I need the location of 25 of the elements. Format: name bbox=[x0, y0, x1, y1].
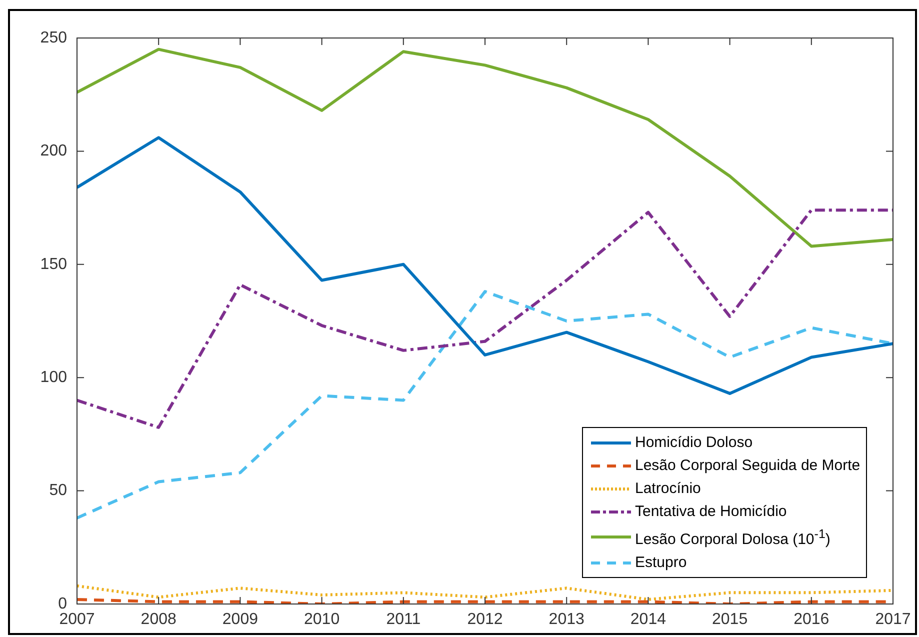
x-tick-label: 2008 bbox=[140, 611, 176, 628]
x-tick-label: 2010 bbox=[304, 611, 340, 628]
x-tick-label: 2013 bbox=[548, 611, 584, 628]
legend-label: Homicídio Doloso bbox=[635, 433, 753, 453]
legend-label: Lesão Corporal Dolosa (10$^{-1}$) bbox=[635, 526, 830, 550]
y-tick-label: 100 bbox=[40, 369, 68, 386]
y-tick-label: 200 bbox=[40, 142, 68, 160]
y-tick-label: 150 bbox=[40, 256, 68, 273]
legend-label: Lesão Corporal Seguida de Morte bbox=[635, 456, 860, 476]
x-tick-label: 2014 bbox=[630, 611, 666, 628]
x-tick-label: 2016 bbox=[794, 611, 830, 628]
line-series bbox=[77, 584, 893, 601]
y-tick-label: 50 bbox=[49, 482, 68, 500]
x-tick-label: 2007 bbox=[59, 611, 95, 628]
x-tick-label: 2017 bbox=[875, 611, 911, 628]
y-tick-label: 0 bbox=[58, 595, 68, 612]
x-tick-label: 2009 bbox=[222, 611, 258, 628]
x-tick-label: 2011 bbox=[386, 611, 421, 628]
y-tick-label: 250 bbox=[40, 29, 68, 46]
x-tick-label: 2012 bbox=[467, 611, 503, 628]
legend-label: Tentativa de Homicídio bbox=[635, 502, 787, 522]
line-series bbox=[77, 208, 893, 429]
legend-label: Latrocínio bbox=[635, 479, 701, 499]
x-tick-label: 2015 bbox=[712, 611, 748, 628]
legend-label: Estupro bbox=[635, 553, 687, 573]
